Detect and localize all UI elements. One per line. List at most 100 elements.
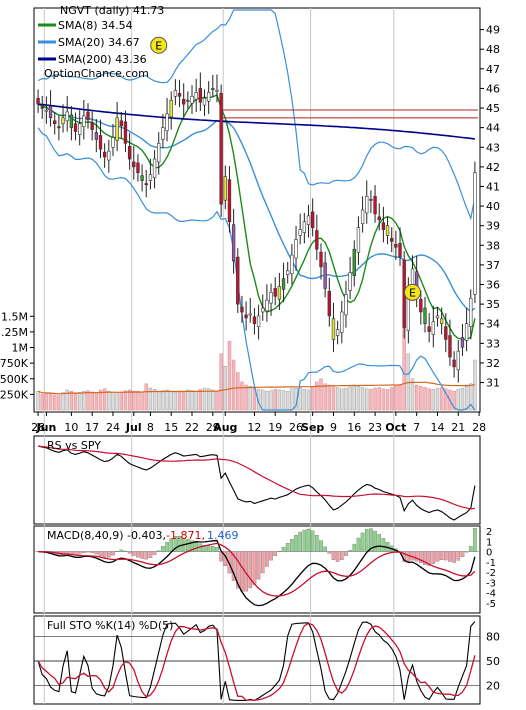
candle-body [436,316,439,318]
macd-histogram-bar [440,552,443,560]
price-y-tick-label: 41 [486,180,500,193]
macd-histogram-bar [473,528,476,551]
price-y-tick-label: 44 [486,122,500,135]
volume-bar [74,394,77,410]
macd-histogram-bar [145,552,148,560]
volume-bar [440,388,443,411]
candle-body [58,127,61,128]
price-y-tick-label: 32 [486,357,500,370]
volume-bar [112,393,115,411]
volume-bar [232,360,235,410]
stochastic-y-tick-label: 80 [486,630,500,643]
macd-histogram-bar [465,552,468,553]
candle-body [62,118,65,124]
candle-body [469,298,472,326]
candle-body [128,146,131,159]
candle-body [357,228,360,253]
candle-body [186,100,189,101]
macd-histogram-bar [165,542,168,551]
price-y-tick-label: 43 [486,141,500,154]
volume-bar [157,391,160,410]
volume-bar [290,389,293,410]
volume-bar [120,392,123,410]
macd-histogram-bar [269,552,272,561]
volume-bar [124,391,127,410]
macd-histogram-bar [311,531,314,552]
volume-bar [249,386,252,410]
candle-body [53,121,56,124]
volume-bar [166,390,169,410]
volume-bar [307,390,310,410]
macd-histogram-bar [365,529,368,551]
x-tick-label: 15 [164,421,178,434]
macd-histogram-bar [140,552,143,559]
macd-histogram-bar [294,535,297,551]
volume-bar [182,393,185,411]
price-y-tick-label: 35 [486,298,500,311]
price-y-tick-label: 49 [486,24,500,37]
volume-bar [245,385,248,410]
candle-body [211,88,214,89]
volume-bar [390,388,393,411]
candle-body [399,243,402,257]
x-tick-label: 19 [268,421,282,434]
candle-body [82,116,85,127]
volume-bar [340,389,343,410]
candle-body [182,99,185,104]
volume-bar [53,395,56,410]
macd-histogram-bar [103,552,106,558]
candle-body [95,133,98,140]
volume-bar [195,391,198,410]
macd-histogram-bar [124,551,127,552]
x-tick-label: 14 [430,421,444,434]
candle-body [290,255,293,274]
x-tick-label: Oct [385,421,406,434]
macd-y-tick-label: 0 [486,548,492,559]
macd-histogram-bar [257,552,260,580]
stochastic-label: Full STO %K(14) %D(5) [47,619,173,632]
volume-bar [374,388,377,410]
candle-body [103,152,106,157]
candle-body [328,291,331,316]
macd-histogram-bar [282,547,285,552]
candle-body [157,143,160,162]
volume-bar [78,393,81,411]
x-tick-label: 7 [413,421,420,434]
volume-bar [465,386,468,410]
macd-value-blue: 1.469 [207,529,239,542]
macd-value-red: -1.871, [166,529,205,542]
macd-histogram-bar [195,541,198,551]
candle-body [241,307,244,312]
volume-y-tick-label: 750K [0,357,29,370]
candle-body [170,100,173,117]
volume-bar [128,390,131,410]
stochastic-y-tick-label: 50 [486,655,500,668]
candle-body [315,231,318,250]
watermark: OptionChance.com [44,67,149,80]
candle-body [382,223,385,230]
x-tick-label: 22 [185,421,199,434]
macd-histogram-bar [265,552,268,567]
macd-histogram-bar [286,543,289,551]
volume-bar [70,391,73,410]
candle-body [424,308,427,324]
volume-bar [161,391,164,410]
macd-histogram-bar [448,552,451,562]
volume-bar [174,392,177,410]
x-tick-label: Jun [36,421,57,434]
volume-bar [220,354,223,410]
price-y-tick-label: 48 [486,43,500,56]
macd-histogram-bar [136,552,139,558]
volume-bar [265,391,268,410]
volume-bar [132,391,135,410]
volume-bar [37,391,40,410]
volume-bar [261,390,264,410]
macd-histogram-bar [95,552,98,555]
candle-body [286,271,289,275]
price-y-tick-label: 39 [486,220,500,233]
volume-bar [349,387,352,410]
macd-histogram-bar [111,552,114,556]
volume-bar [411,379,414,410]
